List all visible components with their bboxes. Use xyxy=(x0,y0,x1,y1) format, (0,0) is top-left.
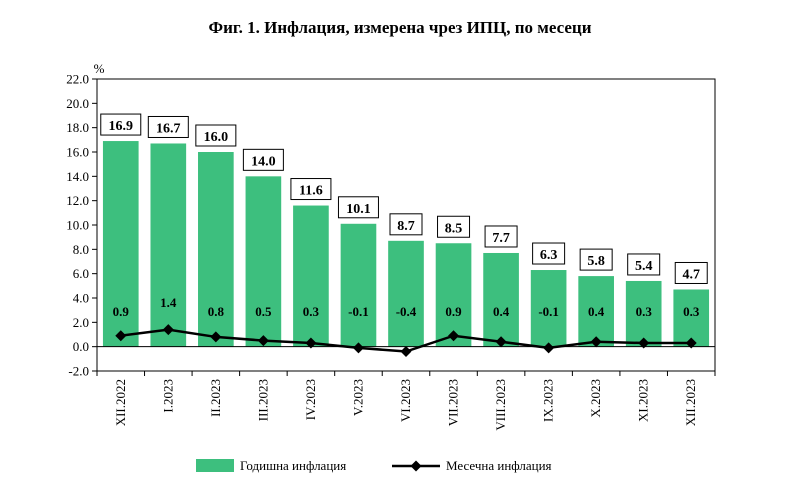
x-category-label: IX.2023 xyxy=(541,379,556,422)
y-tick-label: 2.0 xyxy=(73,315,89,330)
annual-label-box xyxy=(290,178,332,201)
monthly-inflation-label: -0.1 xyxy=(348,304,369,319)
x-category-label: X.2023 xyxy=(588,379,603,418)
annual-label-box xyxy=(484,225,518,248)
x-category-label: XI.2023 xyxy=(636,379,651,422)
monthly-inflation-point xyxy=(115,330,127,342)
monthly-inflation-label: 0.9 xyxy=(445,304,462,319)
x-category-label: XII.2023 xyxy=(683,379,698,426)
monthly-inflation-point xyxy=(210,331,222,343)
annual-inflation-bar xyxy=(150,143,187,347)
monthly-inflation-label: 0.4 xyxy=(588,304,605,319)
legend-bar-label: Годишна инфлация xyxy=(240,458,346,473)
annual-label-box xyxy=(579,248,613,271)
y-tick-label: 22.0 xyxy=(66,72,89,87)
annual-inflation-label: 6.3 xyxy=(540,248,558,263)
annual-label-box xyxy=(437,215,471,238)
y-tick-label: 4.0 xyxy=(73,291,89,306)
monthly-inflation-label: 0.4 xyxy=(493,304,510,319)
y-tick-label: 16.0 xyxy=(66,145,89,160)
x-category-label: I.2023 xyxy=(160,379,175,413)
monthly-inflation-label: 0.5 xyxy=(255,304,272,319)
monthly-inflation-label: 0.3 xyxy=(683,304,700,319)
y-tick-label: 8.0 xyxy=(73,242,89,257)
x-category-label: VIII.2023 xyxy=(493,379,508,431)
monthly-inflation-label: -0.1 xyxy=(538,304,559,319)
annual-inflation-label: 4.7 xyxy=(682,267,700,282)
monthly-inflation-point xyxy=(400,346,412,358)
annual-label-box xyxy=(242,148,284,171)
x-category-label: VII.2023 xyxy=(446,379,461,426)
x-category-label: III.2023 xyxy=(255,379,270,421)
monthly-inflation-point xyxy=(448,330,460,342)
x-category-label: II.2023 xyxy=(208,379,223,417)
annual-inflation-label: 16.7 xyxy=(156,121,181,136)
annual-inflation-bar xyxy=(293,205,329,347)
annual-inflation-bar xyxy=(673,289,710,347)
annual-inflation-bar xyxy=(340,223,377,347)
annual-inflation-label: 5.8 xyxy=(587,254,605,269)
monthly-inflation-point xyxy=(162,324,174,336)
monthly-inflation-point xyxy=(685,337,697,349)
annual-inflation-label: 14.0 xyxy=(251,154,276,169)
monthly-inflation-point xyxy=(305,337,317,349)
annual-inflation-bar xyxy=(435,243,472,347)
annual-inflation-bar xyxy=(578,276,614,347)
y-tick-label: 14.0 xyxy=(66,169,89,184)
annual-inflation-label: 8.7 xyxy=(397,219,415,234)
monthly-inflation-label: 0.8 xyxy=(208,304,225,319)
annual-inflation-label: 7.7 xyxy=(492,231,510,246)
y-tick-label: 10.0 xyxy=(66,218,89,233)
annual-inflation-label: 16.0 xyxy=(204,130,229,145)
annual-inflation-bar xyxy=(483,252,519,347)
y-tick-label: 0.0 xyxy=(73,339,89,354)
monthly-inflation-label: 0.3 xyxy=(636,304,653,319)
annual-inflation-bar xyxy=(102,141,139,347)
y-tick-label: 20.0 xyxy=(66,96,89,111)
x-category-label: XII.2022 xyxy=(113,379,128,426)
y-axis-unit: % xyxy=(94,61,105,76)
annual-label-box xyxy=(627,253,661,276)
annual-inflation-label: 8.5 xyxy=(445,221,463,236)
annual-inflation-bar xyxy=(388,240,424,347)
monthly-inflation-point xyxy=(638,337,650,349)
annual-label-box xyxy=(195,124,237,147)
monthly-inflation-point xyxy=(543,342,555,354)
y-tick-label: -2.0 xyxy=(68,364,89,379)
annual-label-box xyxy=(337,196,379,219)
x-category-label: IV.2023 xyxy=(303,379,318,420)
legend-line-marker xyxy=(410,460,422,472)
annual-inflation-bar xyxy=(530,270,567,347)
y-tick-label: 6.0 xyxy=(73,266,89,281)
monthly-inflation-point xyxy=(257,335,269,347)
monthly-inflation-point xyxy=(495,336,507,348)
chart-title: Фиг. 1. Инфлация, измерена чрез ИПЦ, по … xyxy=(208,18,592,37)
annual-label-box xyxy=(532,242,566,265)
annual-inflation-label: 16.9 xyxy=(109,119,134,134)
y-tick-label: 12.0 xyxy=(66,193,89,208)
monthly-inflation-label: 0.3 xyxy=(303,304,320,319)
legend-line-label: Месечна инфлация xyxy=(446,458,552,473)
annual-label-box xyxy=(674,261,708,284)
annual-label-box xyxy=(147,115,189,138)
annual-inflation-label: 5.4 xyxy=(635,259,653,274)
annual-inflation-bar xyxy=(245,176,282,347)
annual-label-box xyxy=(389,213,423,236)
monthly-inflation-point xyxy=(590,336,602,348)
monthly-inflation-point xyxy=(352,342,364,354)
annual-inflation-label: 11.6 xyxy=(299,184,323,199)
annual-inflation-bar xyxy=(625,280,662,347)
x-category-label: V.2023 xyxy=(350,379,365,416)
monthly-inflation-label: 1.4 xyxy=(160,295,177,310)
x-category-label: VI.2023 xyxy=(398,379,413,422)
monthly-inflation-label: -0.4 xyxy=(396,304,417,319)
annual-inflation-label: 10.1 xyxy=(346,202,371,217)
annual-inflation-bar xyxy=(198,152,234,347)
annual-label-box xyxy=(100,113,142,136)
y-tick-label: 18.0 xyxy=(66,120,89,135)
legend-bar-swatch xyxy=(196,459,234,472)
monthly-inflation-label: 0.9 xyxy=(113,304,130,319)
